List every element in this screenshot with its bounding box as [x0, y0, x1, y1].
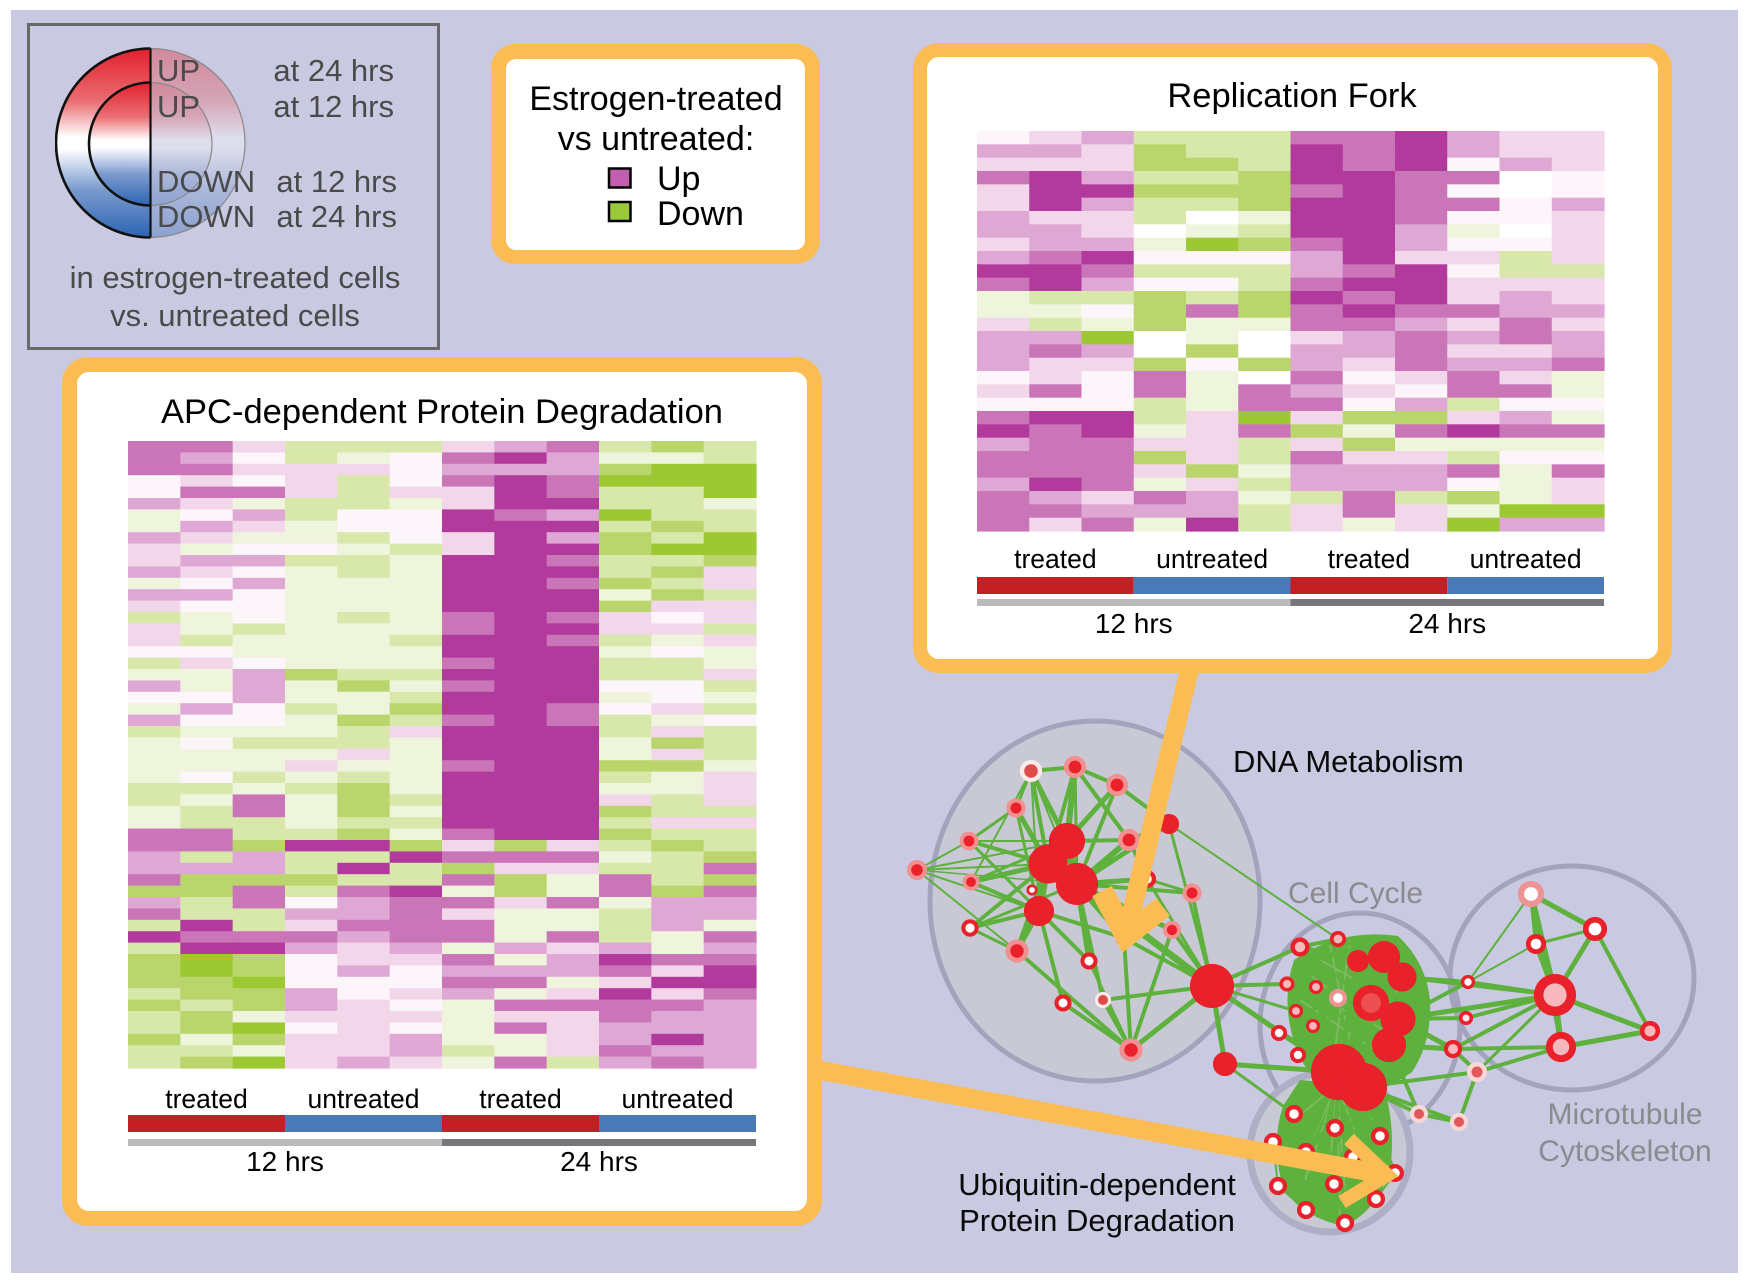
svg-text:untreated: untreated: [1156, 544, 1268, 574]
svg-text:vs untreated:: vs untreated:: [558, 120, 755, 158]
svg-text:APC-dependent Protein Degradat: APC-dependent Protein Degradation: [161, 393, 723, 431]
svg-text:Estrogen-treated: Estrogen-treated: [529, 80, 782, 118]
svg-text:untreated: untreated: [622, 1084, 734, 1114]
svg-text:Down: Down: [657, 195, 744, 233]
svg-text:Cell Cycle: Cell Cycle: [1288, 877, 1423, 910]
svg-text:untreated: untreated: [1470, 544, 1582, 574]
svg-text:at 12 hrs: at 12 hrs: [273, 89, 394, 124]
svg-text:DOWN: DOWN: [157, 164, 255, 199]
svg-text:treated: treated: [1014, 544, 1097, 574]
svg-text:Ubiquitin-dependent: Ubiquitin-dependent: [958, 1167, 1236, 1202]
svg-text:DNA Metabolism: DNA Metabolism: [1233, 744, 1464, 779]
svg-text:12 hrs: 12 hrs: [1095, 608, 1173, 639]
svg-text:DOWN: DOWN: [157, 199, 255, 234]
svg-text:Microtubule: Microtubule: [1547, 1098, 1702, 1131]
svg-text:treated: treated: [479, 1084, 562, 1114]
svg-text:Up: Up: [657, 160, 700, 198]
svg-text:untreated: untreated: [308, 1084, 420, 1114]
svg-text:Replication Fork: Replication Fork: [1167, 77, 1417, 115]
svg-text:in estrogen-treated cells: in estrogen-treated cells: [70, 260, 401, 295]
svg-text:UP: UP: [157, 53, 200, 88]
svg-text:at 24 hrs: at 24 hrs: [276, 199, 397, 234]
svg-text:24 hrs: 24 hrs: [560, 1146, 638, 1177]
svg-text:24 hrs: 24 hrs: [1408, 608, 1486, 639]
svg-text:treated: treated: [165, 1084, 248, 1114]
svg-text:12 hrs: 12 hrs: [246, 1146, 324, 1177]
svg-text:at 12 hrs: at 12 hrs: [276, 164, 397, 199]
svg-text:Protein Degradation: Protein Degradation: [959, 1203, 1235, 1238]
svg-text:at 24 hrs: at 24 hrs: [273, 53, 394, 88]
svg-text:treated: treated: [1328, 544, 1411, 574]
svg-text:Cytoskeleton: Cytoskeleton: [1538, 1135, 1711, 1168]
svg-text:vs. untreated cells: vs. untreated cells: [110, 298, 360, 333]
svg-text:UP: UP: [157, 89, 200, 124]
